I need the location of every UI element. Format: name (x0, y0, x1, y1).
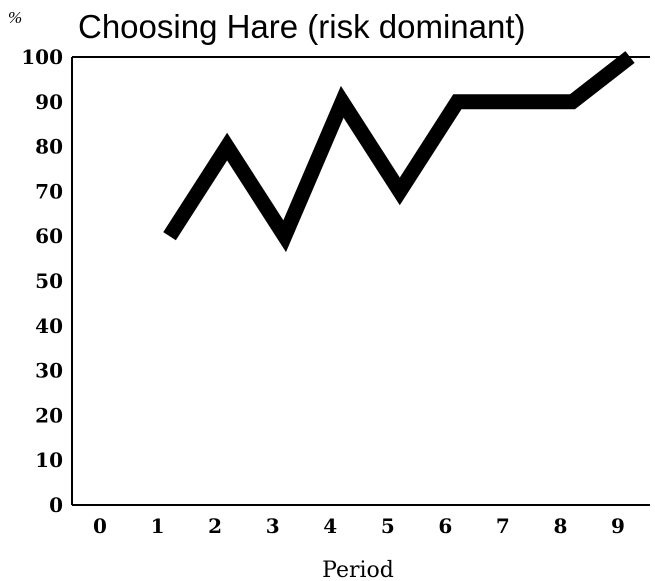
y-tick-label: 40 (35, 314, 63, 338)
x-tick-label: 7 (496, 514, 510, 538)
y-tick-label: 80 (35, 135, 63, 159)
axes (71, 56, 650, 506)
y-tick-label: 50 (35, 269, 63, 293)
y-tick-label: 30 (35, 359, 63, 383)
x-tick-label: 2 (208, 514, 222, 538)
x-tick-label: 3 (266, 514, 280, 538)
x-ticks: 0 1 2 3 4 5 6 7 8 9 (93, 514, 625, 538)
y-tick-label: 100 (21, 45, 63, 69)
y-tick-label: 60 (35, 224, 63, 248)
y-unit-label: % (8, 8, 23, 27)
x-tick-label: 8 (553, 514, 567, 538)
y-ticks: 0 10 20 30 40 50 60 70 80 90 100 (21, 45, 63, 517)
x-axis-label: Period (322, 558, 394, 581)
series-group (163, 51, 635, 253)
y-tick-label: 20 (35, 403, 63, 427)
chart-title: Choosing Hare (risk dominant) (78, 8, 526, 45)
x-tick-label: 4 (323, 514, 337, 538)
y-tick-label: 90 (35, 90, 63, 114)
y-tick-label: 0 (49, 493, 63, 517)
x-tick-label: 1 (151, 514, 165, 538)
y-tick-label: 70 (35, 179, 63, 203)
x-tick-label: 9 (611, 514, 625, 538)
x-tick-label: 5 (381, 514, 395, 538)
x-tick-label: 6 (438, 514, 452, 538)
y-tick-label: 10 (35, 448, 63, 472)
series-line (163, 51, 635, 253)
x-tick-label: 0 (93, 514, 107, 538)
